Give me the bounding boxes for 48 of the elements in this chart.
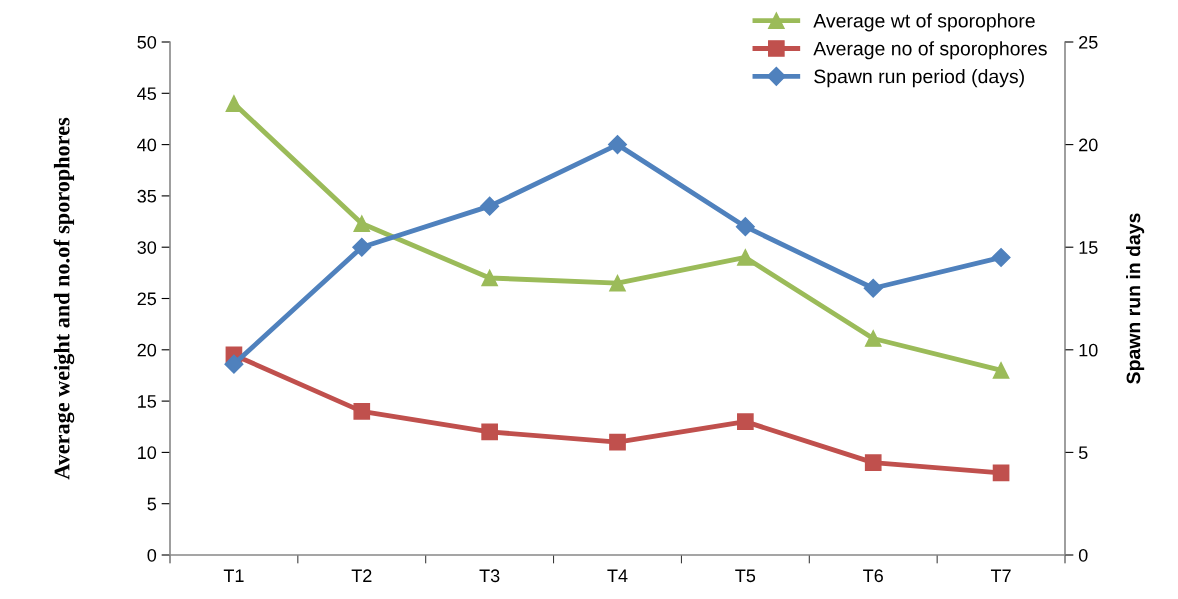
point [609, 274, 626, 292]
y-tick-label: 10 [138, 446, 157, 460]
point [737, 413, 754, 430]
legend-label: Spawn run period (days) [814, 69, 1024, 88]
point [353, 403, 371, 420]
point [992, 361, 1010, 379]
legend-label: Average no of sporophores [813, 41, 1047, 60]
y2-tick-label: 5 [1078, 446, 1088, 460]
point [480, 196, 500, 216]
y2-tick-label: 25 [1079, 35, 1098, 49]
x-tick-label: T3 [479, 569, 500, 583]
point [607, 135, 628, 155]
point [352, 237, 372, 257]
y-tick-label: 15 [138, 395, 157, 408]
y-tick-label: 0 [147, 548, 157, 562]
point [992, 464, 1010, 482]
point [224, 354, 244, 374]
point [737, 249, 754, 266]
y-tick-label: 50 [137, 35, 157, 49]
y-tick-label: 30 [137, 241, 157, 254]
point [864, 330, 882, 347]
y-tick-label: 25 [137, 292, 157, 306]
y2-tick-label: 20 [1079, 138, 1098, 152]
point [481, 423, 498, 441]
point [991, 247, 1011, 267]
point [353, 215, 371, 232]
y2-tick-label: 15 [1079, 241, 1098, 254]
x-tick-label: T2 [351, 569, 372, 582]
point [735, 217, 755, 237]
y-tick-label: 40 [137, 138, 157, 152]
point [864, 454, 882, 471]
x-tick-label: T4 [607, 569, 628, 582]
x-tick-label: T1 [223, 569, 244, 582]
y2-axis-title: Spawn run in days [1126, 213, 1145, 384]
y-tick-label: 45 [137, 87, 157, 101]
point [481, 269, 498, 287]
y-tick-label: 20 [137, 343, 157, 357]
y2-tick-label: 0 [1078, 548, 1088, 562]
y-tick-label: 5 [147, 497, 157, 511]
point [863, 278, 883, 298]
y-axis-title: Average weight and no.of sporophores [53, 117, 75, 480]
y2-tick-label: 10 [1079, 343, 1098, 357]
x-tick-label: T7 [990, 569, 1011, 582]
y-tick-label: 35 [137, 189, 157, 203]
x-tick-label: T5 [735, 569, 756, 583]
point [609, 433, 626, 451]
legend-label: Average wt of sporophore [813, 13, 1035, 32]
x-tick-label: T6 [863, 569, 883, 583]
